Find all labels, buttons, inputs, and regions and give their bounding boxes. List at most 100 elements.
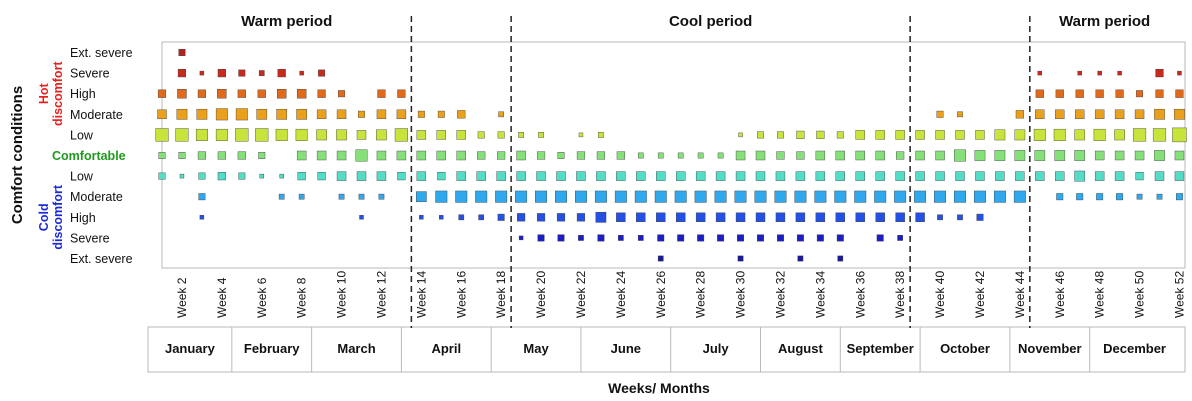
bubble-r4-w17 [477,131,485,139]
bubble-r10-w35 [837,255,844,262]
bubble-r3-w9 [316,109,327,120]
week-tick-4: Week 4 [215,277,229,318]
bubble-r7-w35 [834,190,847,203]
bubble-r2-w8 [296,88,307,99]
bubble-r8-w23 [595,211,607,223]
bubble-r6-w44 [1015,171,1025,181]
bubble-r4-w39 [915,130,925,140]
bubble-r4-w23 [598,132,604,138]
week-tick-36: Week 36 [853,271,867,318]
bubble-r7-w23 [594,190,607,203]
bubble-r1-w5 [238,69,246,77]
bubble-r2-w7 [277,88,287,99]
month-label-september: September [847,341,914,356]
bubble-r8-w18 [497,213,505,221]
bubble-r8-w38 [895,212,905,223]
bubble-r5-w9 [316,150,327,161]
bubble-r7-w37 [874,190,887,203]
bubble-r5-w10 [336,150,347,161]
bubble-r1-w8 [299,70,304,76]
bubble-r7-w34 [814,190,827,203]
bubble-r4-w2 [175,128,189,142]
bubble-r5-w22 [576,151,586,160]
bubble-r9-w27 [677,234,685,242]
bubble-r6-w20 [536,171,546,181]
bubble-r5-w13 [396,150,407,161]
bubble-r6-w10 [336,171,347,181]
bubble-r6-w33 [795,171,806,181]
bubble-r5-w39 [915,150,925,161]
bubble-r5-w41 [954,149,966,162]
bubble-r9-w29 [717,234,725,242]
bubble-r6-w34 [815,171,826,181]
bubble-r8-w40 [937,214,943,221]
bubble-r7-w3 [198,193,206,201]
bubble-r5-w36 [855,150,865,161]
bubble-r6-w30 [735,171,746,181]
bubble-r4-w51 [1152,128,1167,142]
bubble-r6-w21 [556,171,566,181]
bubble-r4-w16 [456,130,466,140]
bubble-r6-w36 [855,171,865,181]
bubble-r6-w8 [297,172,306,181]
bubble-r7-w25 [634,190,647,203]
bubble-r8-w35 [835,212,845,223]
bubble-r8-w20 [536,213,546,222]
bubble-r4-w7 [275,128,288,141]
bubble-r1-w51 [1155,69,1164,78]
month-label-august: August [778,341,823,356]
bubble-r5-w12 [376,150,387,161]
week-tick-16: Week 16 [454,271,468,318]
bubble-r4-w43 [994,129,1006,141]
bubble-r7-w47 [1076,193,1084,201]
bubble-r1-w49 [1117,70,1122,76]
bubble-r4-w37 [875,130,885,140]
bubble-r7-w17 [475,190,488,203]
week-tick-34: Week 34 [813,271,827,318]
group-label-0-1: discomfort [51,61,65,126]
bubble-r4-w19 [518,132,524,138]
bubble-r3-w51 [1154,108,1165,120]
bubble-r6-w4 [217,172,226,181]
bubble-r3-w40 [936,110,944,118]
bubble-r7-w16 [455,190,468,203]
bubble-r7-w50 [1136,193,1143,200]
bubble-r5-w44 [1014,150,1026,161]
bubble-r5-w37 [875,150,885,161]
bubble-r5-w3 [197,151,206,160]
week-tick-6: Week 6 [255,277,269,318]
month-label-march: March [337,341,375,356]
bubble-r8-w33 [795,212,806,223]
bubble-r5-w33 [796,151,805,160]
month-label-june: June [611,341,641,356]
row-label-9: Severe [70,231,110,245]
bubble-r6-w15 [437,172,446,181]
bubble-r4-w15 [436,130,446,140]
bubble-r5-w35 [835,150,845,161]
bubble-r4-w3 [195,128,208,141]
bubble-r6-w24 [616,171,626,181]
bubble-r3-w8 [296,108,307,120]
bubble-r9-w21 [557,234,565,242]
bubble-r5-w14 [416,150,427,161]
bubble-r4-w42 [975,130,985,140]
bubble-r7-w44 [1013,190,1026,203]
bubble-r9-w19 [518,235,524,241]
row-label-6: Low [70,170,94,184]
bubble-r8-w41 [957,214,963,221]
bubble-r9-w28 [697,234,705,242]
plot-frame [161,41,1186,269]
bubble-r4-w9 [316,129,327,141]
bubble-r4-w6 [255,128,269,142]
bubble-r1-w2 [177,69,187,78]
bubble-r4-w46 [1053,128,1066,141]
bubble-r5-w24 [616,151,625,160]
row-label-3: Moderate [70,108,123,122]
bubble-r7-w27 [674,190,687,203]
bubble-r3-w16 [457,110,466,119]
bubble-r8-w24 [616,212,626,223]
bubble-r8-w11 [359,215,364,220]
bubble-r6-w46 [1055,171,1065,181]
week-tick-8: Week 8 [295,277,309,318]
